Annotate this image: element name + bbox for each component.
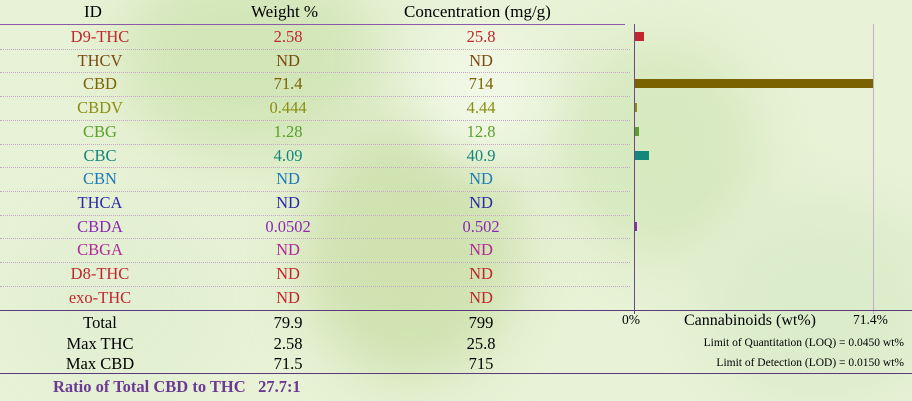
table-row: exo-THC ND ND (0, 286, 912, 310)
chart-axis-zero (634, 24, 635, 314)
table-row: CBD 71.4 714 (0, 72, 912, 96)
loq-note: Limit of Quantitation (LOQ) = 0.0450 wt% (703, 337, 904, 349)
analyte-name: CBD (83, 74, 117, 94)
weight-percent: 4.09 (273, 145, 303, 165)
header-concentration: Concentration (mg/g) (404, 2, 551, 21)
row-divider (0, 72, 630, 74)
concentration-value: ND (469, 264, 493, 283)
chart-title: Cannabinoids (wt%) (684, 312, 816, 329)
concentration-value: 0.502 (462, 216, 500, 236)
concentration-value: ND (469, 240, 493, 260)
concentration-value: 714 (468, 74, 494, 94)
weight-percent: 1.28 (273, 121, 303, 141)
concentration-value: ND (469, 192, 493, 212)
total-weight: 71.5 (273, 354, 303, 373)
concentration-value: 12.8 (466, 121, 496, 141)
total-label: Total (83, 313, 117, 332)
table-row: D9-THC 2.58 25.8 (0, 25, 912, 49)
bar-cbdv (635, 103, 637, 113)
table-row: THCA ND ND (0, 191, 912, 215)
weight-percent: ND (276, 240, 300, 260)
weight-percent: ND (276, 287, 300, 307)
row-divider (0, 285, 630, 287)
total-label: Max CBD (65, 354, 135, 373)
analyte-name: CBDV (77, 98, 123, 118)
header-weight: Weight % (251, 2, 319, 21)
axis-max-label: 71.4% (853, 312, 888, 327)
total-label: Max THC (66, 333, 134, 353)
chart-axis-max (873, 24, 874, 314)
analyte-name: CBDA (77, 216, 123, 236)
row-divider (0, 167, 630, 169)
analyte-name: CBN (83, 169, 117, 189)
table-row: CBGA ND ND (0, 238, 912, 262)
ratio-value: 27.7:1 (258, 377, 301, 396)
row-divider (0, 119, 630, 121)
total-concentration: 715 (468, 354, 494, 373)
weight-percent: ND (276, 264, 300, 283)
axis-min-label: 0% (622, 312, 640, 327)
bar-d9-thc (635, 32, 644, 41)
table-row: CBDV 0.444 4.44 (0, 96, 912, 120)
bottom-divider (0, 373, 912, 374)
row-divider (0, 143, 630, 145)
ratio-label: Ratio of Total CBD to THC (53, 377, 246, 396)
bar-cbc (635, 150, 649, 160)
analyte-name: CBG (83, 121, 117, 141)
analyte-name: D8-THC (70, 264, 130, 283)
concentration-value: ND (469, 287, 493, 307)
totals-divider (0, 310, 912, 311)
row-divider (0, 214, 630, 216)
weight-percent: ND (276, 192, 300, 212)
concentration-value: ND (469, 50, 493, 70)
bar-cbg (635, 126, 640, 136)
weight-percent: 2.58 (273, 27, 303, 46)
bar-cbd (635, 79, 873, 89)
total-weight: 79.9 (273, 313, 303, 332)
total-concentration: 25.8 (466, 333, 496, 353)
analyte-name: exo-THC (68, 287, 132, 307)
table-row: CBN ND ND (0, 167, 912, 191)
analyte-name: D9-THC (70, 27, 130, 46)
row-divider (0, 262, 630, 263)
header-id: ID (84, 2, 102, 21)
table-row: CBC 4.09 40.9 (0, 144, 912, 168)
analyte-name: THCA (77, 192, 123, 212)
table-row: THCV ND ND (0, 49, 912, 73)
table-row: CBDA 0.0502 0.502 (0, 215, 912, 239)
lod-note: Limit of Detection (LOD) = 0.0150 wt% (716, 357, 904, 369)
concentration-value: 4.44 (466, 98, 496, 118)
analyte-name: THCV (77, 50, 123, 70)
cbd-thc-ratio: Ratio of Total CBD to THC 27.7:1 (53, 377, 301, 397)
header-divider (0, 24, 625, 25)
bar-cbda (635, 221, 637, 231)
weight-percent: ND (276, 169, 300, 189)
row-divider (0, 238, 630, 240)
analyte-name: CBC (83, 145, 117, 165)
table-row: CBG 1.28 12.8 (0, 120, 912, 144)
row-divider (0, 48, 630, 50)
total-weight: 2.58 (273, 333, 303, 353)
weight-percent: 71.4 (273, 74, 303, 94)
row-divider (0, 96, 630, 98)
concentration-value: ND (469, 169, 493, 189)
weight-percent: 0.0502 (265, 216, 311, 236)
concentration-value: 40.9 (466, 145, 496, 165)
weight-percent: 0.444 (269, 98, 307, 118)
concentration-value: 25.8 (466, 27, 496, 46)
total-concentration: 799 (468, 313, 494, 332)
row-divider (0, 190, 630, 192)
weight-percent: ND (276, 50, 300, 70)
analyte-name: CBGA (77, 240, 123, 260)
table-row: D8-THC ND ND (0, 262, 912, 286)
